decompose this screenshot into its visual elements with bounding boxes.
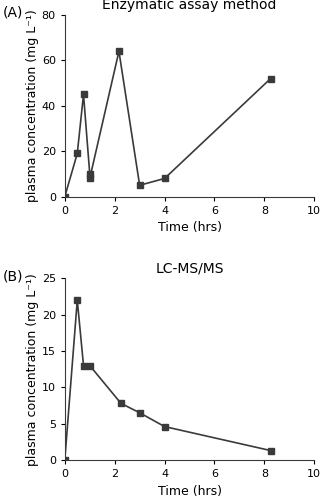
X-axis label: Time (hrs): Time (hrs)	[157, 484, 222, 498]
Title: LC-MS/MS: LC-MS/MS	[155, 262, 224, 276]
Title: Enzymatic assay method: Enzymatic assay method	[102, 0, 277, 12]
Text: (B): (B)	[3, 270, 23, 283]
Text: (A): (A)	[3, 6, 23, 20]
Y-axis label: plasma concentration (mg L⁻¹): plasma concentration (mg L⁻¹)	[26, 10, 39, 202]
X-axis label: Time (hrs): Time (hrs)	[157, 221, 222, 234]
Y-axis label: plasma concentration (mg L⁻¹): plasma concentration (mg L⁻¹)	[26, 273, 39, 466]
